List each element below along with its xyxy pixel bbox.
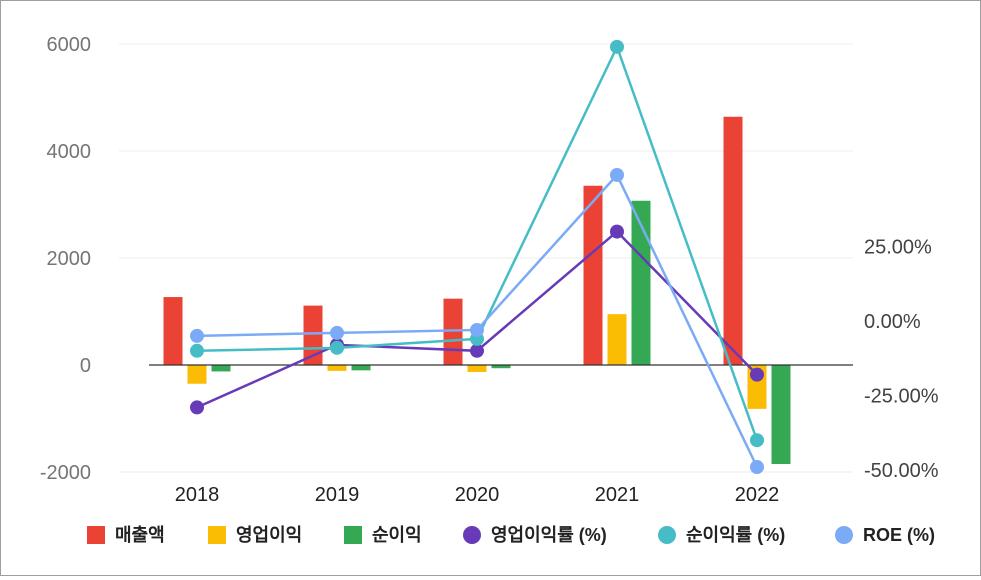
bar-1	[303, 305, 323, 365]
bar-1	[723, 116, 743, 365]
right-tick-label: 0.00%	[864, 311, 921, 333]
legend-label: 매출액	[115, 525, 165, 545]
line-point	[610, 167, 624, 182]
legend-label: ROE (%)	[863, 525, 935, 545]
line-point	[470, 322, 484, 337]
left-tick-label: 2000	[47, 248, 92, 270]
legend-square-icon	[87, 526, 105, 544]
bar-1	[163, 297, 183, 365]
line-2	[196, 43, 759, 441]
gridlines	[119, 43, 853, 473]
line-point	[750, 433, 764, 448]
right-tick-label: 25.00%	[864, 237, 932, 259]
legend: 매출액 영업이익 순이익 영업이익률 (%) 순이익률 (%) ROE (%)	[87, 525, 935, 545]
left-tick-label: 0	[80, 355, 91, 377]
line-point	[610, 224, 624, 239]
left-tick-label: 6000	[47, 34, 92, 56]
left-tick-label: 4000	[47, 141, 92, 163]
legend-label: 순이익	[372, 525, 422, 545]
right-tick-label: -50.00%	[864, 460, 939, 482]
legend-square-icon	[344, 526, 362, 544]
left-tick-label: -2000	[40, 462, 91, 484]
x-tick-label: 2020	[455, 484, 500, 506]
bar-3	[351, 365, 371, 371]
line-point	[470, 343, 484, 358]
line-point	[190, 328, 204, 343]
bar-1	[583, 185, 603, 365]
x-axis-ticks: 2018 2019 2020 2021 2022	[175, 484, 780, 506]
bar-series	[163, 116, 791, 464]
left-axis-ticks: 6000 4000 2000 0 -2000	[40, 34, 91, 484]
line-point	[610, 39, 624, 54]
line-point	[750, 460, 764, 475]
legend-square-icon	[208, 526, 226, 544]
legend-label: 순이익률 (%)	[686, 525, 785, 545]
line-point	[330, 340, 344, 355]
line-series	[190, 39, 764, 475]
bar-2	[327, 365, 347, 371]
x-tick-label: 2022	[735, 484, 780, 506]
x-tick-label: 2021	[595, 484, 640, 506]
x-tick-label: 2018	[175, 484, 220, 506]
legend-label: 영업이익률 (%)	[491, 525, 607, 545]
line-point	[190, 400, 204, 415]
legend-circle-icon	[463, 526, 481, 544]
bar-3	[771, 365, 791, 464]
bar-2	[607, 314, 627, 365]
bar-2	[467, 365, 487, 372]
line-point	[750, 367, 764, 382]
x-tick-label: 2019	[315, 484, 360, 506]
line-point	[190, 343, 204, 358]
legend-circle-icon	[835, 526, 853, 544]
bar-2	[187, 365, 207, 384]
line-3	[196, 172, 759, 468]
right-tick-label: -25.00%	[864, 386, 939, 408]
line-point	[330, 325, 344, 340]
legend-label: 영업이익	[236, 525, 302, 545]
bar-3	[211, 365, 231, 372]
bar-3	[631, 200, 651, 365]
right-axis-ticks: 25.00% 0.00% -25.00% -50.00%	[864, 237, 939, 483]
bar-3	[491, 365, 511, 369]
legend-circle-icon	[658, 526, 676, 544]
